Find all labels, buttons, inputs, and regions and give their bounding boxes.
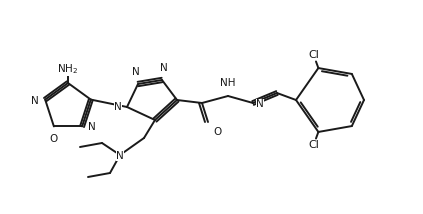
Text: N: N (132, 67, 140, 77)
Text: Cl: Cl (308, 50, 319, 60)
Text: NH: NH (220, 78, 236, 88)
Text: N: N (116, 151, 124, 161)
Text: N: N (256, 99, 264, 109)
Text: N: N (88, 122, 96, 132)
Text: Cl: Cl (308, 140, 319, 150)
Text: O: O (50, 134, 58, 144)
Text: N: N (114, 102, 122, 112)
Text: N: N (160, 63, 168, 73)
Text: O: O (213, 127, 221, 137)
Text: N: N (31, 96, 39, 106)
Text: NH$_2$: NH$_2$ (58, 62, 79, 76)
